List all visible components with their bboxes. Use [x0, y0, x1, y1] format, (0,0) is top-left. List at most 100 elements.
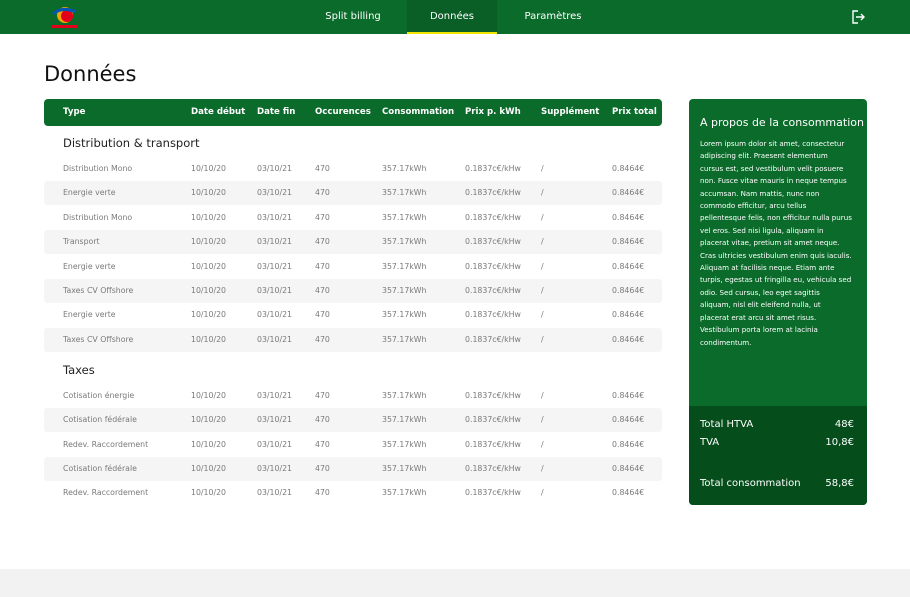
table-cell: 0.1837c€/kHw	[465, 310, 521, 320]
total-label: Total consommation	[700, 478, 801, 489]
row-background	[44, 230, 662, 255]
table-cell: 470	[315, 439, 330, 449]
table-cell: /	[541, 464, 544, 473]
table-cell: 0.1837c€/kHw	[465, 390, 521, 400]
table-cell: 10/10/20	[191, 212, 227, 222]
table-cell: /	[541, 390, 544, 400]
table-cell: 03/10/21	[257, 464, 293, 473]
table-cell: Energie verte	[63, 261, 116, 271]
column-header: Prix p. kWh	[465, 107, 521, 117]
table-cell: 0.8464€	[612, 415, 645, 425]
table-cell: 0.8464€	[612, 212, 645, 222]
table-cell: 03/10/21	[257, 286, 293, 295]
sidebar: A propos de la consommation Lorem ipsum …	[689, 99, 867, 505]
table-cell: Energie verte	[63, 310, 116, 320]
row-background	[44, 457, 662, 481]
column-header: Type	[63, 107, 86, 117]
table-header: Type Date début Date fin Occurences Consomma…	[44, 99, 662, 126]
table-cell: Redev. Raccordement	[63, 439, 149, 449]
row-background	[44, 181, 662, 206]
table-cell: 03/10/21	[257, 237, 293, 247]
section-title: Distribution & transport	[63, 136, 200, 150]
table-cell: 357.17kWh	[382, 439, 427, 449]
table-cell: 357.17kWh	[382, 415, 427, 425]
table-cell: 357.17kWh	[382, 164, 427, 173]
table-cell: 03/10/21	[257, 488, 293, 498]
table-cell: 470	[315, 415, 330, 425]
table-cell: 10/10/20	[191, 439, 227, 449]
table-cell: 0.1837c€/kHw	[465, 464, 521, 473]
sidebar-title: A propos de la consommation	[700, 116, 864, 129]
table-cell: 470	[315, 310, 330, 320]
table-cell: 470	[315, 488, 330, 498]
nav-item[interactable]: Split billing	[325, 11, 381, 22]
table-cell: /	[541, 488, 544, 498]
table-cell: /	[541, 334, 544, 344]
table-cell: 10/10/20	[191, 261, 227, 271]
table-cell: 0.1837c€/kHw	[465, 439, 521, 449]
table-cell: 03/10/21	[257, 415, 293, 425]
table-cell: 0.1837c€/kHw	[465, 188, 521, 198]
table-cell: 0.8464€	[612, 286, 645, 295]
table-cell: 03/10/21	[257, 261, 293, 271]
table-cell: /	[541, 415, 544, 425]
row-background	[44, 279, 662, 303]
table-cell: 10/10/20	[191, 286, 227, 295]
table-cell: 470	[315, 464, 330, 473]
table-cell: 357.17kWh	[382, 188, 427, 198]
table-cell: 0.1837c€/kHw	[465, 261, 521, 271]
table-cell: 470	[315, 334, 330, 344]
table-cell: /	[541, 439, 544, 449]
column-header: Date début	[191, 107, 246, 117]
table-cell: 0.8464€	[612, 237, 645, 247]
table-cell: /	[541, 261, 544, 271]
nav-item[interactable]: Paramètres	[524, 11, 582, 22]
nav-item[interactable]: Données	[407, 0, 497, 34]
total-label: TVA	[700, 437, 720, 448]
table-cell: 10/10/20	[191, 464, 227, 473]
table-cell: 357.17kWh	[382, 464, 427, 473]
table-cell: 0.1837c€/kHw	[465, 488, 521, 498]
table-cell: 470	[315, 188, 330, 198]
total-value: 10,8€	[825, 437, 854, 448]
total-value: 58,8€	[825, 478, 854, 489]
table-cell: 0.1837c€/kHw	[465, 334, 521, 344]
top-nav: Split billing Données Paramètres	[0, 0, 910, 34]
table-cell: 357.17kWh	[382, 310, 427, 320]
table-cell: 0.1837c€/kHw	[465, 415, 521, 425]
table-cell: /	[541, 286, 544, 295]
page-title: Données	[44, 62, 137, 86]
table-cell: 10/10/20	[191, 488, 227, 498]
table-cell: 357.17kWh	[382, 286, 427, 295]
table-cell: 470	[315, 261, 330, 271]
table-cell: Distribution Mono	[63, 212, 133, 222]
table-cell: 0.8464€	[612, 310, 645, 320]
table-cell: Transport	[63, 237, 100, 247]
table-cell: Taxes CV Offshore	[63, 286, 134, 295]
logo[interactable]	[48, 4, 82, 30]
table-cell: Cotisation fédérale	[63, 464, 137, 473]
totals-panel	[689, 406, 867, 505]
table-cell: 0.8464€	[612, 334, 645, 344]
table-cell: /	[541, 164, 544, 173]
table-cell: 10/10/20	[191, 188, 227, 198]
table-cell: 470	[315, 164, 330, 173]
logout-icon[interactable]	[852, 10, 866, 24]
table-cell: 470	[315, 212, 330, 222]
table-cell: /	[541, 310, 544, 320]
section-title: Taxes	[63, 362, 95, 377]
table-cell: 03/10/21	[257, 212, 293, 222]
table-cell: 357.17kWh	[382, 488, 427, 498]
total-value: 48€	[834, 419, 854, 430]
table-cell: Cotisation énergie	[63, 390, 135, 400]
table-cell: 470	[315, 237, 330, 247]
column-header: Consommation	[382, 107, 455, 117]
table-cell: 10/10/20	[191, 390, 227, 400]
column-header: Occurences	[315, 107, 371, 117]
table-cell: Taxes CV Offshore	[63, 334, 134, 344]
table-cell: 03/10/21	[257, 334, 293, 344]
row-background	[44, 408, 662, 433]
table-cell: 357.17kWh	[382, 334, 427, 344]
column-header: Prix total	[612, 107, 657, 117]
